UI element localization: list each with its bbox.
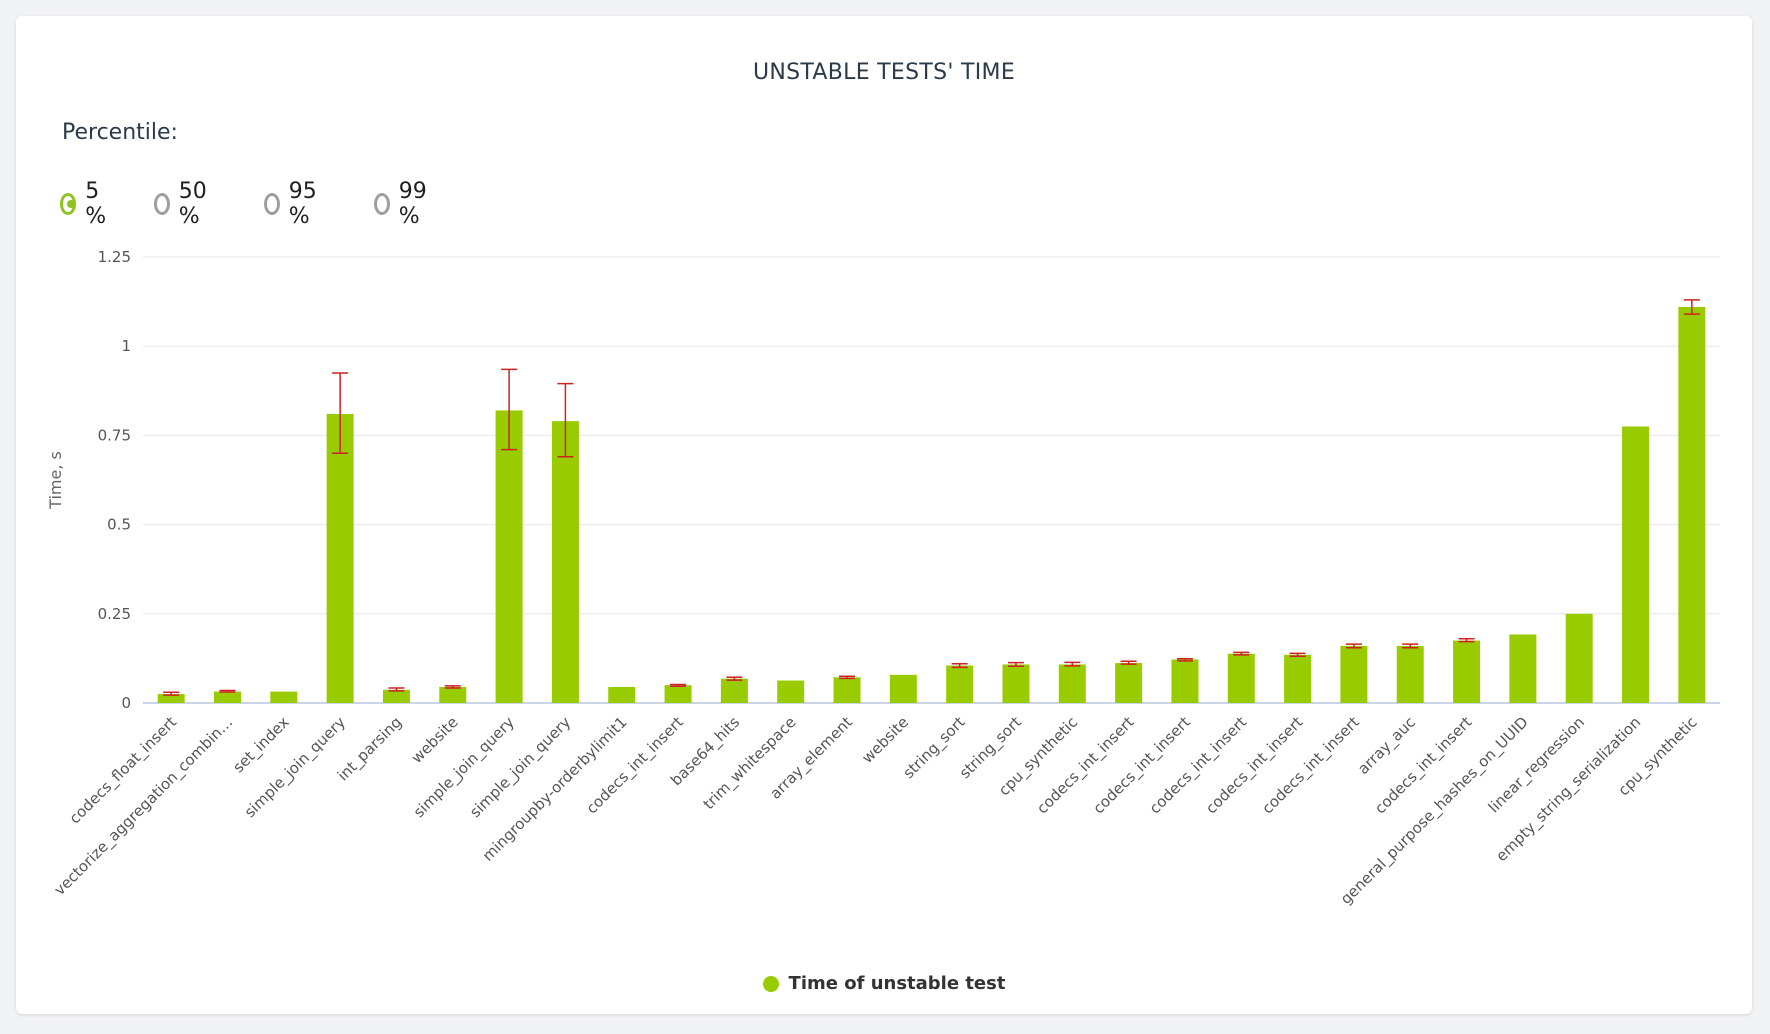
percentile-option-99[interactable]: 99 % [374,179,433,229]
y-tick-label: 1.25 [98,248,131,266]
chart-card: UNSTABLE TESTS' TIME Percentile: 5 % 50 … [16,16,1752,1014]
x-tick-label: codecs_int_insert [1371,713,1476,818]
x-tick-label: codecs_int_insert [1258,713,1363,818]
percentile-option-95[interactable]: 95 % [264,179,323,229]
bar[interactable] [889,674,917,703]
x-tick-label: simple_join_query [466,713,575,822]
x-tick-label: simple_join_query [410,713,519,822]
x-tick-label: codecs_int_insert [1146,713,1251,818]
radio-unselected-icon[interactable] [154,193,170,215]
bar[interactable] [1565,613,1593,703]
x-tick-label: codecs_int_insert [1202,713,1307,818]
x-tick-label: website [858,713,912,767]
percentile-option-label: 5 % [85,179,107,229]
percentile-option-label: 99 % [398,179,427,229]
y-tick-label: 0.75 [98,426,131,444]
percentile-option-label: 95 % [288,179,317,229]
radio-selected-icon[interactable] [60,193,77,215]
y-tick-label: 0.5 [107,516,131,534]
bar[interactable] [1058,664,1086,703]
bar[interactable] [157,694,185,703]
bar[interactable] [326,413,354,703]
bar[interactable] [1171,659,1199,703]
y-tick-label: 0.25 [98,605,131,623]
legend-label[interactable]: Time of unstable test [788,973,1006,994]
legend[interactable]: Time of unstable test [16,973,1752,994]
y-tick-label: 1 [121,337,131,355]
bar[interactable] [664,685,692,703]
bar[interactable] [495,410,523,703]
bar[interactable] [213,691,241,703]
bar[interactable] [946,665,974,703]
percentile-option-50[interactable]: 50 % [154,179,213,229]
percentile-option-label: 50 % [178,179,207,229]
percentile-label: Percentile: [62,120,178,145]
bar[interactable] [720,678,748,703]
bar[interactable] [382,689,410,703]
x-tick-label: website [408,713,462,767]
bar[interactable] [1340,645,1368,703]
x-tick-label: codecs_int_insert [1033,713,1138,818]
bar[interactable] [777,680,805,703]
bar[interactable] [608,686,636,703]
bar[interactable] [1453,640,1481,703]
bar[interactable] [1509,634,1537,703]
bar[interactable] [1284,654,1312,703]
bar[interactable] [1227,653,1255,703]
bar[interactable] [1115,663,1143,703]
bar[interactable] [270,691,298,703]
bar[interactable] [1396,645,1424,703]
y-axis-title: Time, s [46,451,65,510]
bar[interactable] [1622,426,1650,703]
bar[interactable] [833,677,861,703]
y-tick-label: 0 [121,694,131,712]
x-tick-label: linear_regression [1485,713,1589,817]
x-tick-label: codecs_float_insert [66,713,181,828]
x-tick-label: codecs_int_insert [1089,713,1194,818]
bar[interactable] [439,686,467,703]
bar-chart: 0 0.25 0.5 0.75 1 1.25 Time, s codecs_float_ins… [46,248,1720,909]
x-tick-label: simple_join_query [241,713,350,822]
radio-unselected-icon[interactable] [264,193,280,215]
legend-marker-icon[interactable] [762,975,779,992]
x-tick-label: codecs_int_insert [583,713,688,818]
radio-unselected-icon[interactable] [374,193,390,215]
percentile-option-5[interactable]: 5 % [60,179,112,229]
chart-title: UNSTABLE TESTS' TIME [752,60,1016,85]
bar[interactable] [1678,306,1706,703]
bar[interactable] [551,421,579,703]
bar[interactable] [1002,664,1030,703]
